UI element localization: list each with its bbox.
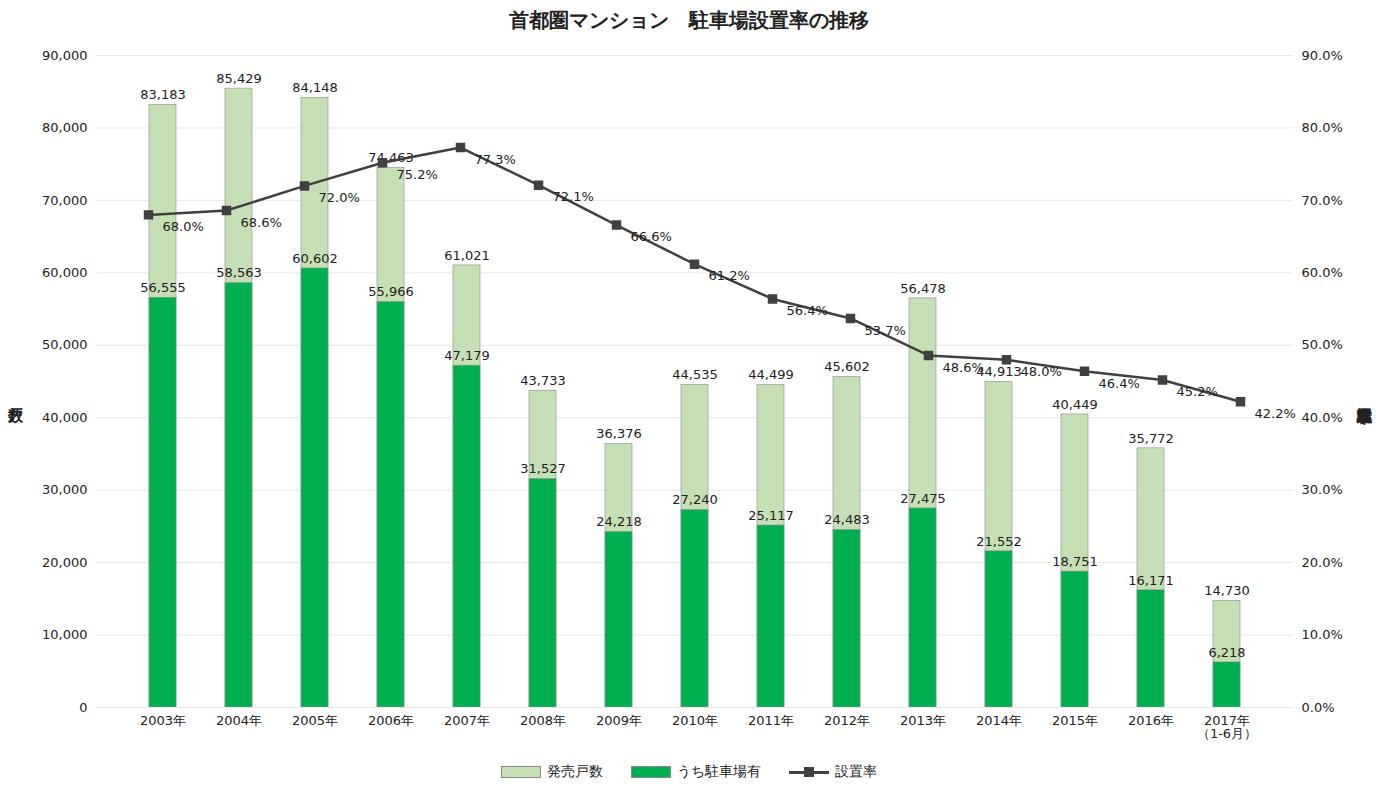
svg-text:25,117: 25,117 (748, 508, 794, 523)
svg-text:2003年: 2003年 (140, 713, 186, 728)
svg-text:90.0%: 90.0% (1302, 48, 1343, 63)
svg-text:45.2%: 45.2% (1177, 384, 1218, 399)
html-text:設置率: 設置率 (835, 763, 877, 779)
svg-text:24,218: 24,218 (596, 514, 642, 529)
svg-text:56,478: 56,478 (900, 281, 946, 296)
svg-text:21,552: 21,552 (976, 534, 1022, 549)
svg-text:72.1%: 72.1% (553, 189, 594, 204)
svg-text:0: 0 (79, 700, 87, 715)
svg-text:30.0%: 30.0% (1302, 482, 1343, 497)
svg-text:40,000: 40,000 (42, 410, 88, 425)
svg-text:48.0%: 48.0% (1021, 364, 1062, 379)
svg-text:42.2%: 42.2% (1255, 406, 1296, 421)
svg-text:40,449: 40,449 (1052, 397, 1098, 412)
svg-text:85,429: 85,429 (216, 71, 262, 86)
svg-text:44,535: 44,535 (672, 367, 718, 382)
svg-text:2017年（1-6月）: 2017年（1-6月） (1197, 713, 1257, 741)
svg-text:53.7%: 53.7% (865, 323, 906, 338)
svg-text:80.0%: 80.0% (1302, 120, 1343, 135)
svg-text:44,499: 44,499 (748, 367, 794, 382)
svg-text:14,730: 14,730 (1204, 583, 1250, 598)
svg-text:72.0%: 72.0% (319, 190, 360, 205)
svg-text:66.6%: 66.6% (631, 229, 672, 244)
html-text:発売戸数: 発売戸数 (547, 763, 603, 779)
svg-text:70,000: 70,000 (42, 193, 88, 208)
svg-text:2004年: 2004年 (216, 713, 262, 728)
svg-text:10.0%: 10.0% (1302, 627, 1343, 642)
svg-text:83,183: 83,183 (140, 87, 186, 102)
svg-text:2009年: 2009年 (596, 713, 642, 728)
svg-text:16,171: 16,171 (1128, 573, 1174, 588)
svg-text:56.4%: 56.4% (787, 303, 828, 318)
svg-text:24,483: 24,483 (824, 512, 870, 527)
html-text:うち駐車場有: うち駐車場有 (677, 763, 761, 779)
svg-text:56,555: 56,555 (140, 280, 186, 295)
svg-text:45,602: 45,602 (824, 359, 870, 374)
svg-text:30,000: 30,000 (42, 482, 88, 497)
svg-text:80,000: 80,000 (42, 120, 88, 135)
svg-text:60,000: 60,000 (42, 265, 88, 280)
svg-text:48.6%: 48.6% (943, 360, 984, 375)
svg-text:44,913: 44,913 (976, 364, 1022, 380)
svg-text:90,000: 90,000 (42, 48, 88, 63)
svg-text:68.6%: 68.6% (241, 215, 282, 230)
svg-text:2015年: 2015年 (1052, 713, 1098, 728)
svg-text:55,966: 55,966 (368, 284, 414, 299)
svg-text:6,218: 6,218 (1208, 645, 1245, 660)
svg-text:18,751: 18,751 (1052, 554, 1098, 569)
svg-text:77.3%: 77.3% (475, 152, 516, 167)
svg-text:68.0%: 68.0% (163, 219, 204, 234)
svg-text:35,772: 35,772 (1128, 431, 1174, 446)
svg-text:40.0%: 40.0% (1302, 410, 1343, 425)
svg-text:70.0%: 70.0% (1302, 193, 1343, 208)
svg-text:20.0%: 20.0% (1302, 555, 1343, 570)
svg-text:75.2%: 75.2% (397, 167, 438, 182)
svg-text:61,021: 61,021 (444, 248, 490, 263)
svg-text:61.2%: 61.2% (709, 268, 750, 283)
svg-text:58,563: 58,563 (216, 265, 262, 280)
svg-text:50.0%: 50.0% (1302, 337, 1343, 352)
svg-text:2014年: 2014年 (976, 713, 1022, 728)
svg-text:27,240: 27,240 (672, 492, 718, 507)
svg-text:84,148: 84,148 (292, 80, 338, 95)
svg-text:74,463: 74,463 (368, 150, 414, 166)
svg-text:20,000: 20,000 (42, 555, 88, 570)
svg-text:50,000: 50,000 (42, 337, 88, 352)
svg-text:2010年: 2010年 (672, 713, 718, 728)
svg-text:27,475: 27,475 (900, 491, 946, 506)
svg-text:60.0%: 60.0% (1302, 265, 1343, 280)
svg-text:10,000: 10,000 (42, 627, 88, 642)
svg-text:2005年: 2005年 (292, 713, 338, 728)
svg-text:2011年: 2011年 (748, 713, 794, 728)
svg-text:2008年: 2008年 (520, 713, 566, 728)
svg-text:47,179: 47,179 (444, 348, 490, 363)
svg-text:43,733: 43,733 (520, 373, 566, 388)
svg-text:60,602: 60,602 (292, 251, 338, 266)
svg-text:2006年: 2006年 (368, 713, 414, 728)
svg-text:2007年: 2007年 (444, 713, 490, 728)
svg-text:2012年: 2012年 (824, 713, 870, 728)
svg-text:2013年: 2013年 (900, 713, 946, 728)
svg-text:0.0%: 0.0% (1302, 700, 1335, 715)
svg-text:31,527: 31,527 (520, 461, 566, 476)
svg-text:2016年: 2016年 (1128, 713, 1174, 728)
svg-text:46.4%: 46.4% (1099, 376, 1140, 391)
html-text:首都圏マンション 駐車場設置率の推移: 首都圏マンション 駐車場設置率の推移 (509, 8, 869, 32)
svg-text:36,376: 36,376 (596, 426, 642, 441)
